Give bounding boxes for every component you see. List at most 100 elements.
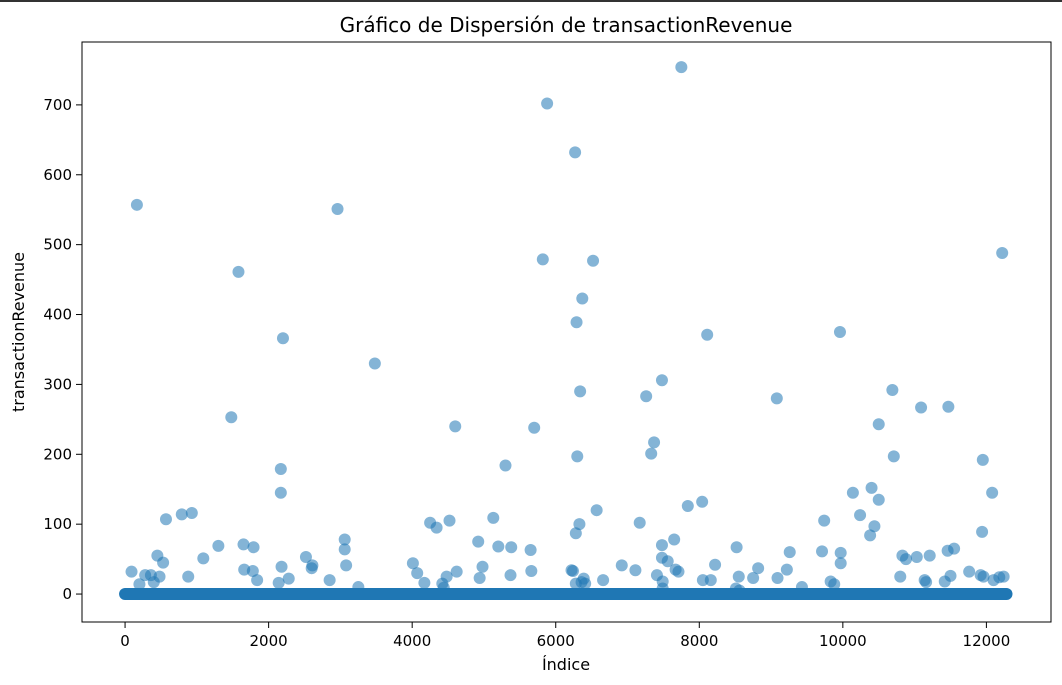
scatter-point xyxy=(655,539,668,552)
scatter-point xyxy=(886,384,899,396)
scatter-point xyxy=(675,61,688,74)
scatter-point xyxy=(251,574,264,587)
x-tick-label: 2000 xyxy=(250,632,288,650)
plot-frame xyxy=(81,41,1052,623)
scatter-point xyxy=(406,557,419,570)
scatter-point xyxy=(275,560,288,573)
scatter-point xyxy=(524,544,537,557)
scatter-point xyxy=(615,559,628,572)
y-tick-label: 100 xyxy=(43,515,72,533)
x-tick-label: 10000 xyxy=(819,632,867,650)
scatter-point xyxy=(977,570,990,583)
scatter-point xyxy=(900,553,913,566)
scatter-point xyxy=(997,570,1010,583)
scatter-point xyxy=(732,570,745,583)
scatter-point xyxy=(834,546,847,559)
scatter-point xyxy=(566,564,579,577)
scatter-point xyxy=(944,569,957,582)
scatter-point xyxy=(536,253,549,266)
scatter-point xyxy=(237,538,250,551)
scatter-point xyxy=(590,504,603,517)
scatter-point xyxy=(197,552,210,565)
y-axis-title: transactionRevenue xyxy=(9,252,28,412)
scatter-point xyxy=(864,529,877,542)
scatter-point xyxy=(942,400,955,413)
scatter-point xyxy=(338,533,351,546)
x-axis-title: Índice xyxy=(542,655,590,674)
scatter-point xyxy=(752,562,765,575)
scatter-point xyxy=(331,203,344,216)
scatter-point xyxy=(418,576,431,589)
scatter-point xyxy=(573,518,586,531)
scatter-point xyxy=(487,511,500,524)
scatter-point xyxy=(887,450,900,463)
scatter-point xyxy=(276,332,289,345)
scatter-point xyxy=(225,411,238,424)
y-tick-label: 200 xyxy=(43,445,72,463)
scatter-point xyxy=(976,525,989,538)
scatter-point xyxy=(443,514,456,527)
scatter-point xyxy=(473,571,486,584)
scatter-point xyxy=(182,570,195,583)
x-tick-label: 0 xyxy=(120,632,130,650)
x-tick-label: 4000 xyxy=(393,632,431,650)
scatter-point xyxy=(910,551,923,564)
scatter-point xyxy=(411,567,424,580)
scatter-point xyxy=(633,516,646,529)
scatter-point xyxy=(476,560,489,573)
scatter-point xyxy=(274,462,287,475)
y-tick-label: 600 xyxy=(43,166,72,184)
scatter-point xyxy=(976,453,989,466)
scatter-point xyxy=(574,385,587,398)
scatter-point xyxy=(569,146,582,159)
scatter-point xyxy=(185,506,198,519)
scatter-point xyxy=(525,564,538,577)
scatter-point xyxy=(872,418,885,431)
scatter-point xyxy=(450,565,463,578)
scatter-point xyxy=(274,486,287,499)
scatter-point xyxy=(175,508,188,521)
y-axis-ticks: 0 100 200 300 400 500 600 700 xyxy=(43,96,82,603)
scatter-point xyxy=(323,574,336,587)
top-frame-line xyxy=(0,0,1062,2)
y-tick-label: 400 xyxy=(43,306,72,324)
scatter-point xyxy=(701,328,714,341)
scatter-point xyxy=(576,292,589,305)
scatter-point xyxy=(504,569,517,582)
scatter-point xyxy=(212,539,225,552)
scatter-point xyxy=(865,481,878,494)
scatter-point xyxy=(472,535,485,548)
scatter-point xyxy=(704,574,717,587)
scatter-point xyxy=(541,97,554,110)
scatter-point xyxy=(828,578,841,591)
scatter-point xyxy=(645,447,658,460)
scatter-point xyxy=(872,493,885,506)
scatter-point xyxy=(854,509,867,522)
scatter-point xyxy=(157,556,170,569)
scatter-point xyxy=(449,420,462,433)
scatter-point xyxy=(661,555,674,568)
scatter-point xyxy=(440,570,453,583)
scatter-point xyxy=(569,527,582,540)
scatter-point xyxy=(640,390,653,403)
points-layer xyxy=(125,61,1010,597)
scatter-point xyxy=(579,577,592,590)
scatter-point xyxy=(681,500,694,512)
scatter-point xyxy=(246,564,259,577)
scatter-point xyxy=(340,559,353,572)
scatter-point xyxy=(833,326,846,338)
x-tick-label: 6000 xyxy=(537,632,575,650)
scatter-point xyxy=(159,513,172,526)
scatter-point xyxy=(528,421,541,434)
scatter-point xyxy=(130,198,143,211)
scatter-point xyxy=(780,563,793,576)
y-tick-label: 700 xyxy=(43,96,72,114)
scatter-point xyxy=(125,565,138,578)
scatter-point xyxy=(868,520,881,533)
scatter-point xyxy=(730,541,743,554)
scatter-point xyxy=(570,316,583,329)
scatter-point xyxy=(282,572,295,585)
x-tick-label: 8000 xyxy=(680,632,718,650)
y-tick-label: 0 xyxy=(62,585,72,603)
